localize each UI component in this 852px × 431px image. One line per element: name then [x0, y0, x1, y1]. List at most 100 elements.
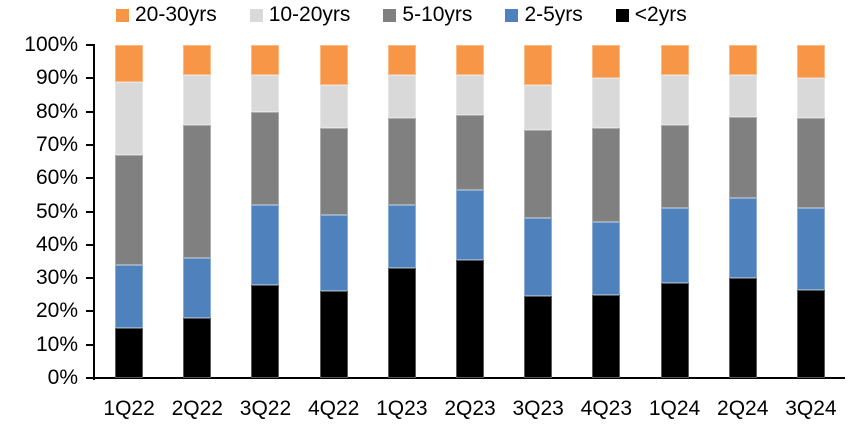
- bar-1q23: [387, 45, 416, 378]
- y-axis-tick-label: 60%: [35, 166, 78, 190]
- bar-3q23: [524, 45, 553, 378]
- y-axis-tick-label: 40%: [35, 232, 78, 256]
- bar-segment-2-5yrs: [115, 264, 144, 329]
- bar-segment-20-30yrs: [660, 45, 689, 75]
- bar-segment--2yrs: [319, 291, 348, 378]
- bar-segment-5-10yrs: [660, 124, 689, 209]
- bar-3q24: [796, 45, 825, 378]
- y-axis-tick: [86, 44, 93, 46]
- legend-swatch-icon: [116, 8, 129, 22]
- x-axis-category-label: 3Q24: [785, 397, 837, 420]
- bar-segment-5-10yrs: [592, 128, 621, 222]
- legend-label: 2-5yrs: [524, 3, 583, 26]
- bar-segment-10-20yrs: [319, 84, 348, 129]
- bar-segment-10-20yrs: [796, 78, 825, 119]
- x-axis-category-label: 2Q22: [171, 397, 223, 420]
- x-axis-category-label: 1Q22: [103, 397, 155, 420]
- bar-segment-10-20yrs: [387, 75, 416, 119]
- y-axis-tick-label: 20%: [35, 299, 78, 323]
- bar-segment-2-5yrs: [251, 204, 280, 285]
- bar-segment-10-20yrs: [115, 81, 144, 155]
- bar-segment-20-30yrs: [728, 45, 757, 75]
- bar-segment--2yrs: [796, 289, 825, 378]
- bar-segment-5-10yrs: [115, 154, 144, 265]
- bar-segment--2yrs: [183, 318, 212, 378]
- x-axis-category-label: 1Q23: [376, 397, 428, 420]
- legend-swatch-icon: [505, 8, 519, 22]
- bar-segment-5-10yrs: [183, 124, 212, 259]
- bar-segment-2-5yrs: [456, 189, 484, 260]
- y-axis-tick: [86, 343, 93, 346]
- bar-segment-10-20yrs: [592, 78, 621, 129]
- bar-segment-5-10yrs: [728, 116, 757, 199]
- y-axis-tick-label: 90%: [35, 66, 78, 90]
- bar-4q23: [592, 45, 621, 378]
- y-axis-tick: [86, 310, 93, 313]
- bar-segment-2-5yrs: [796, 208, 825, 290]
- x-axis-category-label: 4Q22: [307, 397, 360, 420]
- legend-item--2yrs: <2yrs: [615, 2, 687, 28]
- bar-segment-2-5yrs: [660, 208, 689, 284]
- y-axis-tick: [86, 143, 93, 146]
- y-axis-tick-label: 50%: [35, 199, 78, 223]
- bar-segment-10-20yrs: [728, 75, 757, 117]
- legend-item-2-5yrs: 2-5yrs: [505, 2, 583, 28]
- bar-segment-10-20yrs: [524, 84, 553, 130]
- legend-item-10-20yrs: 10-20yrs: [249, 2, 351, 28]
- bar-segment-20-30yrs: [115, 45, 144, 82]
- bar-segment-20-30yrs: [796, 45, 825, 79]
- bar-segment-2-5yrs: [183, 258, 212, 319]
- bar-segment-10-20yrs: [456, 75, 484, 115]
- legend-item-5-10yrs: 5-10yrs: [383, 2, 472, 28]
- bar-segment-20-30yrs: [524, 45, 553, 85]
- bar-2q22: [183, 45, 212, 378]
- bar-segment-5-10yrs: [319, 128, 348, 215]
- y-axis-tick-label: 0%: [47, 366, 78, 389]
- bar-segment--2yrs: [660, 283, 689, 378]
- bar-segment-2-5yrs: [387, 204, 416, 269]
- x-axis-category-label: 1Q24: [648, 397, 701, 420]
- bar-segment-2-5yrs: [728, 198, 757, 279]
- bar-segment-5-10yrs: [251, 111, 280, 205]
- y-axis-tick-label: 100%: [24, 33, 78, 56]
- bar-segment-2-5yrs: [524, 218, 553, 297]
- bar-segment-2-5yrs: [319, 214, 348, 292]
- legend-label: 10-20yrs: [268, 3, 351, 26]
- y-axis-tick-label: 10%: [35, 332, 78, 356]
- x-axis-line: [93, 377, 845, 379]
- y-axis-tick-label: 70%: [35, 132, 78, 156]
- bar-2q23: [456, 45, 484, 378]
- legend-swatch-icon: [249, 8, 263, 22]
- bar-segment-20-30yrs: [592, 45, 621, 79]
- bar-segment--2yrs: [456, 259, 484, 378]
- y-axis-tick: [86, 377, 93, 379]
- bar-segment-10-20yrs: [251, 75, 280, 112]
- bar-segment-5-10yrs: [796, 118, 825, 209]
- chart-legend: 20-30yrs 10-20yrs 5-10yrs 2-5yrs <2yrs: [116, 2, 687, 28]
- bar-segment-20-30yrs: [251, 45, 280, 75]
- x-axis-category-label: 3Q22: [239, 397, 292, 420]
- y-axis-tick: [86, 77, 93, 80]
- y-axis-tick-label: 30%: [35, 266, 78, 290]
- x-axis-category-label: 3Q23: [512, 397, 564, 420]
- bar-3q22: [251, 45, 280, 378]
- bar-segment-5-10yrs: [456, 114, 484, 190]
- bar-segment--2yrs: [251, 284, 280, 378]
- plot-area: [95, 45, 845, 378]
- y-axis-tick: [86, 177, 93, 180]
- y-axis-tick: [86, 110, 93, 113]
- bar-segment-20-30yrs: [387, 45, 416, 75]
- bar-segment--2yrs: [524, 296, 553, 378]
- bar-segment--2yrs: [387, 268, 416, 378]
- bar-segment--2yrs: [592, 294, 621, 378]
- legend-item-20-30yrs: 20-30yrs: [116, 2, 217, 28]
- bar-segment-20-30yrs: [456, 45, 484, 75]
- x-axis-category-label: 2Q23: [444, 397, 496, 420]
- bar-1q22: [115, 45, 144, 378]
- bar-segment-20-30yrs: [183, 45, 212, 75]
- bar-segment-2-5yrs: [592, 221, 621, 295]
- bar-segment-20-30yrs: [319, 45, 348, 85]
- x-axis-category-label: 2Q24: [717, 397, 769, 420]
- y-axis-tick: [86, 277, 93, 280]
